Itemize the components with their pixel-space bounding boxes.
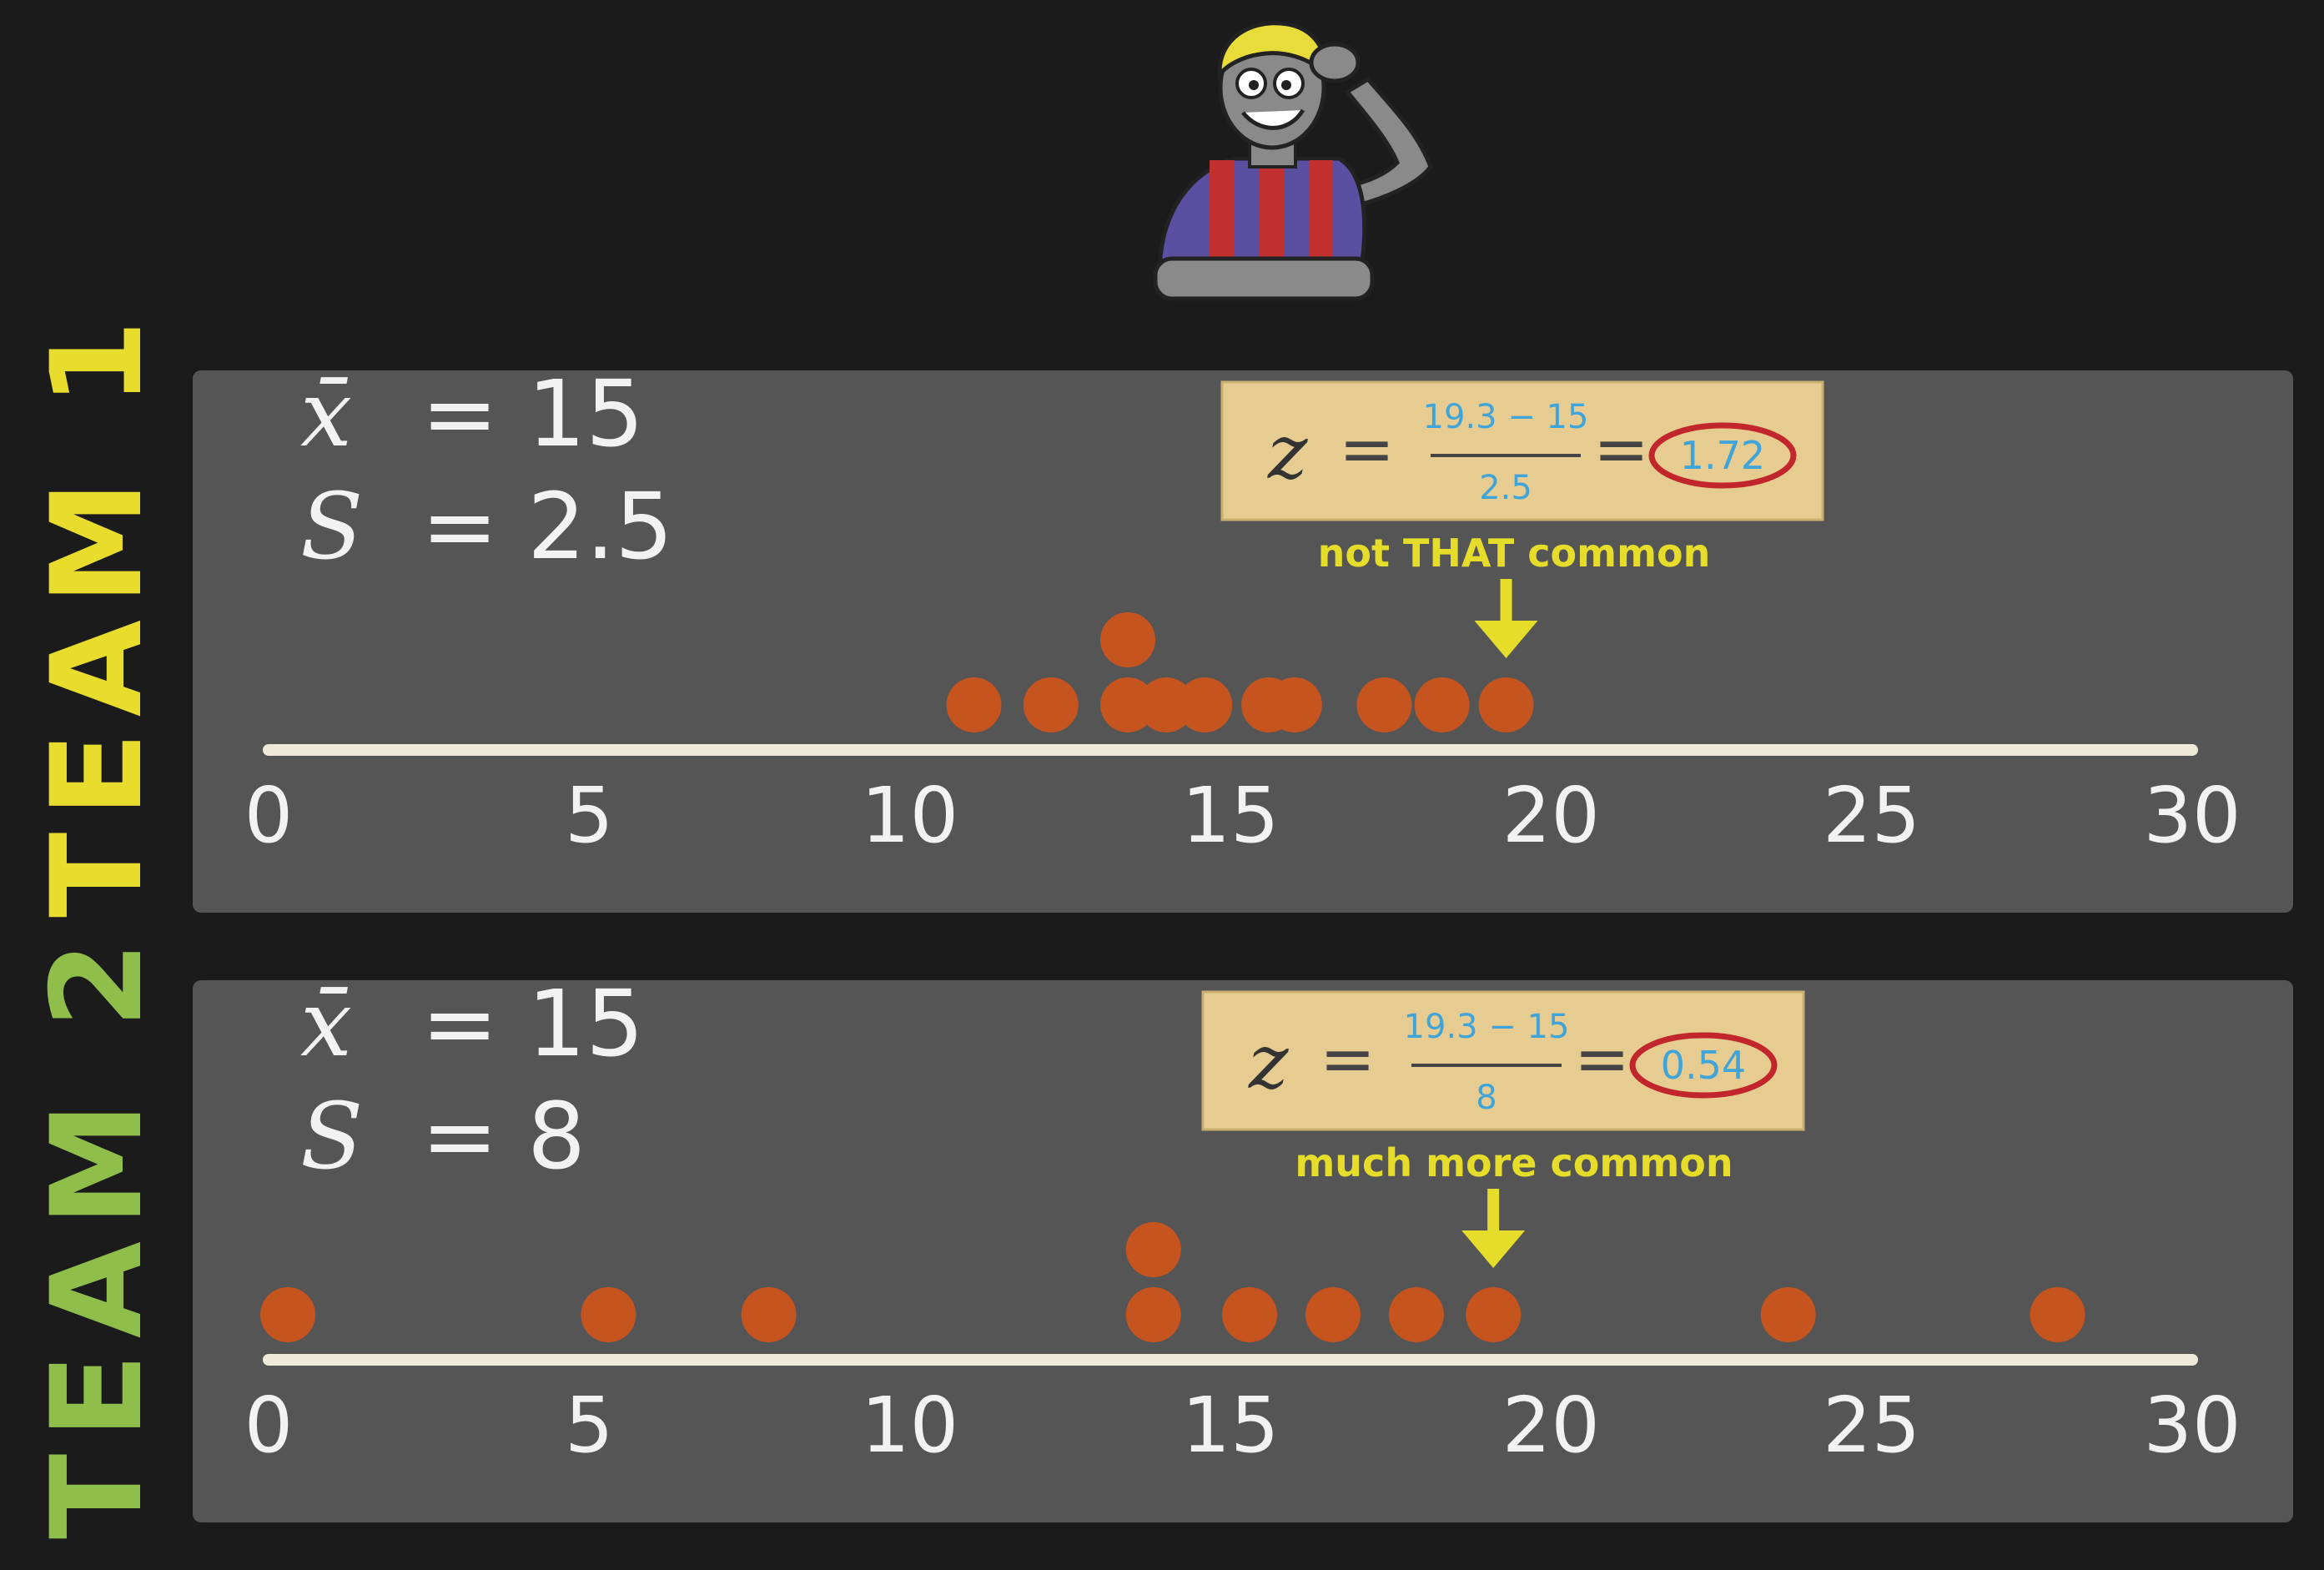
panel1-formula-equals-1: = [1339,410,1395,488]
thinking-cartoon-soccer-player-icon [1153,21,1433,301]
panel2-tick-label-20: 20 [1502,1381,1600,1470]
panel2-annotation: much more common [1295,1140,1733,1185]
panel1-data-point-5 [1139,677,1195,732]
panel2-formula-equals-2: = [1574,1020,1630,1098]
panel1-formula-denominator: 2.5 [1479,469,1532,507]
panel2-formula-box [1201,990,1805,1131]
panel2-mean-value: = 15 [421,970,644,1077]
panel2-formula-numerator: 19.3 − 15 [1404,1008,1570,1046]
panel1-data-point-9 [1356,677,1412,732]
panel1-formula-numerator: 19.3 − 15 [1423,398,1589,436]
panel2-data-point-6 [1222,1287,1278,1342]
panel1-result-circle [1648,422,1797,489]
panel2-data-point-5 [1125,1222,1181,1277]
panel1-tick-label-0: 0 [244,771,294,860]
panel1-tick-label-10: 10 [861,771,958,860]
panel1-data-point-8 [1266,677,1322,732]
panel1-formula-equals-2: = [1593,410,1649,488]
panel1-formula-box [1220,380,1824,521]
panel2-data-point-2 [581,1287,636,1342]
panel2-sd-symbol: S [300,1083,363,1190]
panel2-data-point-10 [1760,1287,1816,1342]
panel2-result-circle [1629,1032,1778,1099]
panel1-data-point-2 [1023,677,1079,732]
panel2-formula-denominator: 8 [1476,1079,1497,1117]
panel1-formula-result: 1.72 [1680,433,1765,478]
panel1-formula-z: z [1267,409,1308,496]
panel1-data-point-1 [946,677,1002,732]
panel2-tick-label-25: 25 [1823,1381,1920,1470]
panel1-arrow-head [1474,621,1538,658]
panel1-data-point-10 [1414,677,1470,732]
panel1-mean-symbol: x̄ [300,360,352,467]
panel2-data-point-7 [1305,1287,1361,1342]
panel2-formula-equals-1: = [1320,1020,1376,1098]
panel2-formula-z: z [1248,1019,1289,1106]
panel1-tick-label-30: 30 [2143,771,2241,860]
panel2-tick-label-10: 10 [861,1381,958,1470]
panel2-formula-result: 0.54 [1661,1043,1746,1088]
panel2-data-point-1 [260,1287,316,1342]
panel2-data-point-9 [1466,1287,1522,1342]
panel1-data-point-4 [1100,612,1156,667]
panel2-tick-label-15: 15 [1181,1381,1279,1470]
panel2-sd-value: = 8 [421,1083,586,1190]
panel1-tick-label-25: 25 [1823,771,1920,860]
panel1-sd-value: = 2.5 [421,473,673,580]
panel2-data-point-3 [741,1287,797,1342]
panel1-tick-label-5: 5 [565,771,614,860]
panel2-tick-label-0: 0 [244,1381,294,1470]
panel2-data-point-11 [2030,1287,2085,1342]
panel1-tick-label-15: 15 [1181,771,1279,860]
panel1-annotation: not THAT common [1318,531,1711,576]
panel2-mean-symbol: x̄ [300,970,352,1077]
panel1-mean-value: = 15 [421,360,644,467]
panel1-data-point-11 [1478,677,1534,732]
panel2-tick-label-30: 30 [2143,1381,2241,1470]
panel2-data-point-8 [1388,1287,1444,1342]
panel2-data-point-4 [1125,1287,1181,1342]
panel1-tick-label-20: 20 [1502,771,1600,860]
panel1-data-point-6 [1177,677,1233,732]
panel2-arrow-head [1461,1230,1526,1268]
panel1-data-point-3 [1100,677,1156,732]
panel1-sd-symbol: S [300,473,363,580]
panel2-tick-label-5: 5 [565,1381,614,1470]
